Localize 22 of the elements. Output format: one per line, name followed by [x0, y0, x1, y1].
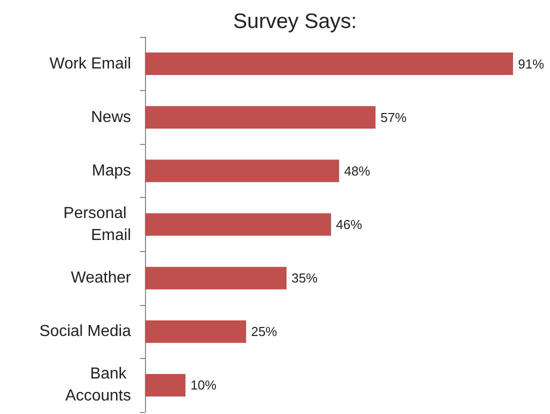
data-label: 46% [336, 217, 362, 232]
y-tick-label: Bank Accounts [65, 366, 131, 405]
bar [145, 52, 513, 76]
data-label: 48% [344, 163, 371, 178]
chart-title: Survey Says: [233, 10, 357, 33]
y-tick-label: Social Media [39, 323, 132, 340]
bar [145, 106, 376, 129]
data-label: 25% [251, 324, 278, 340]
data-label: 57% [380, 110, 407, 125]
y-tick-label: Personal Email [63, 205, 131, 244]
y-tick-label: Maps [92, 162, 131, 180]
y-tick-label: Weather [70, 270, 132, 287]
y-tick-label: Work Email [50, 55, 131, 72]
bar [145, 374, 186, 396]
bar [145, 320, 246, 343]
y-tick-label: News [90, 108, 131, 126]
bar [145, 213, 332, 236]
bar [145, 266, 287, 290]
data-label: 35% [292, 270, 318, 286]
data-label: 91% [518, 56, 544, 72]
bar [145, 160, 340, 182]
data-label: 10% [190, 378, 217, 393]
